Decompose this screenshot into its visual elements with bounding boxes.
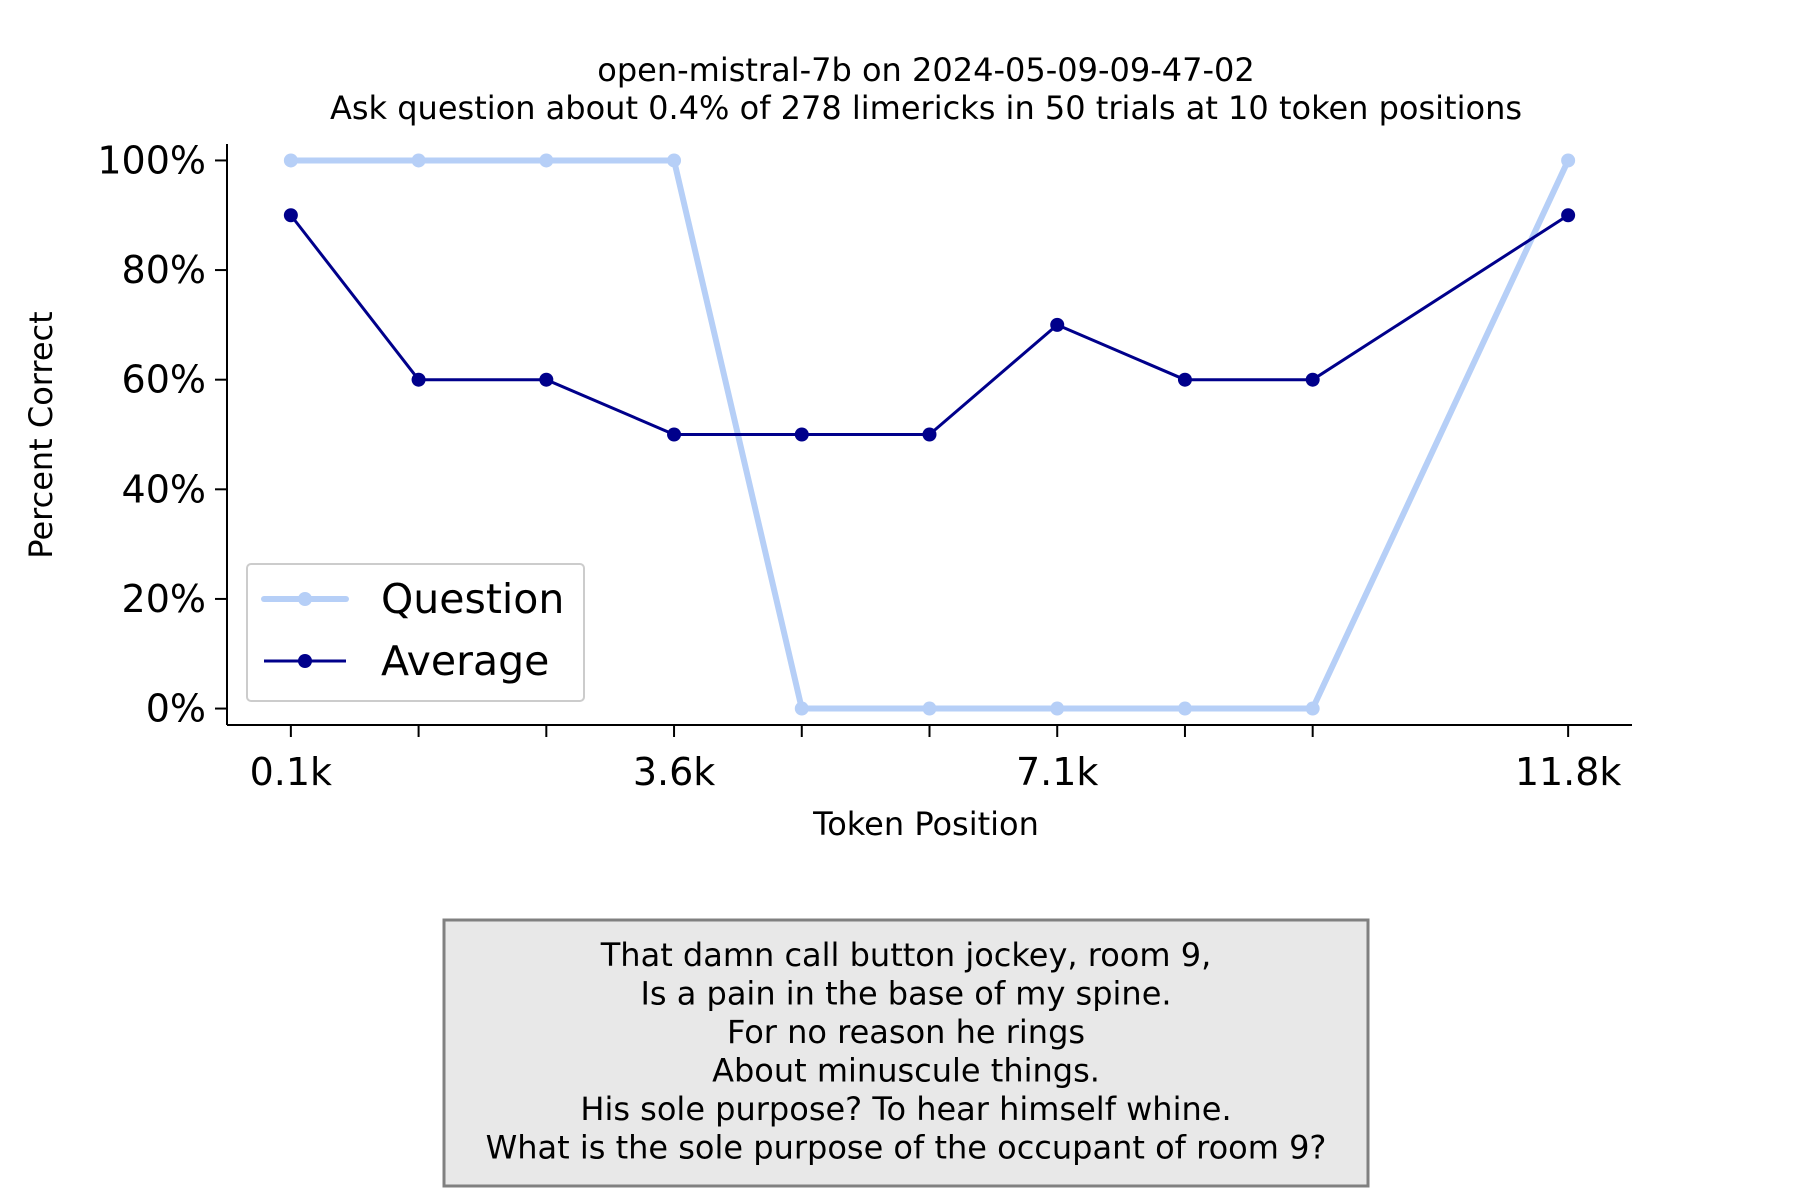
data-point-question bbox=[1561, 153, 1576, 168]
data-point-average bbox=[1050, 317, 1065, 332]
data-point-question bbox=[411, 153, 426, 168]
data-point-average bbox=[667, 427, 682, 442]
data-point-question bbox=[1050, 701, 1065, 716]
y-axis-label: Percent Correct bbox=[22, 311, 60, 558]
data-point-question bbox=[283, 153, 298, 168]
y-tick-label: 20% bbox=[122, 577, 206, 621]
y-tick-label: 80% bbox=[122, 248, 206, 292]
x-tick-label: 11.8k bbox=[1515, 750, 1622, 794]
data-point-average bbox=[1561, 208, 1576, 223]
data-point-question bbox=[1305, 701, 1320, 716]
x-tick-label: 0.1k bbox=[250, 750, 332, 794]
data-point-average bbox=[794, 427, 809, 442]
y-tick-label: 100% bbox=[97, 138, 206, 182]
series-line-question bbox=[290, 157, 1571, 712]
note-line: For no reason he rings bbox=[727, 1013, 1085, 1051]
legend-average-marker bbox=[298, 654, 312, 668]
series-line-average bbox=[289, 213, 1569, 436]
note-line: His sole purpose? To hear himself whine. bbox=[580, 1090, 1231, 1128]
data-point-average bbox=[922, 427, 937, 442]
x-tick-label: 3.6k bbox=[633, 750, 715, 794]
chart-subtitle: Ask question about 0.4% of 278 limericks… bbox=[330, 89, 1522, 127]
data-point-question bbox=[667, 153, 682, 168]
note-line: That damn call button jockey, room 9, bbox=[600, 936, 1211, 974]
data-point-question bbox=[794, 701, 809, 716]
x-axis-label: Token Position bbox=[812, 805, 1039, 843]
data-point-question bbox=[1177, 701, 1192, 716]
legend-question-label: Question bbox=[381, 575, 564, 623]
note-background bbox=[442, 918, 1370, 1188]
series-layer bbox=[283, 153, 1576, 716]
note-box: That damn call button jockey, room 9,Is … bbox=[442, 918, 1370, 1188]
data-point-average bbox=[1305, 372, 1320, 387]
tick-layer: 0% 20% 40% 60% 80% 100% 0.1k 3.6k 7.1k 11.8k bbox=[97, 138, 1621, 794]
chart-title: open-mistral-7b on 2024-05-09-09-47-02 bbox=[597, 51, 1255, 89]
data-point-question bbox=[539, 153, 554, 168]
x-tick-label: 7.1k bbox=[1016, 750, 1098, 794]
legend: Question Average bbox=[246, 563, 585, 702]
note-line: Is a pain in the base of my spine. bbox=[640, 975, 1171, 1013]
data-point-average bbox=[1177, 372, 1192, 387]
legend-question-marker bbox=[298, 592, 312, 606]
data-point-average bbox=[411, 372, 426, 387]
y-tick-label: 60% bbox=[122, 358, 206, 402]
note-line: What is the sole purpose of the occupant… bbox=[486, 1129, 1327, 1167]
data-point-average bbox=[283, 208, 298, 223]
data-point-question bbox=[922, 701, 937, 716]
note-line: About minuscule things. bbox=[712, 1052, 1100, 1090]
legend-average-label: Average bbox=[381, 637, 549, 685]
y-tick-label: 40% bbox=[122, 467, 206, 511]
y-tick-label: 0% bbox=[146, 687, 206, 731]
note-lines: That damn call button jockey, room 9,Is … bbox=[486, 936, 1327, 1167]
data-point-average bbox=[539, 372, 554, 387]
